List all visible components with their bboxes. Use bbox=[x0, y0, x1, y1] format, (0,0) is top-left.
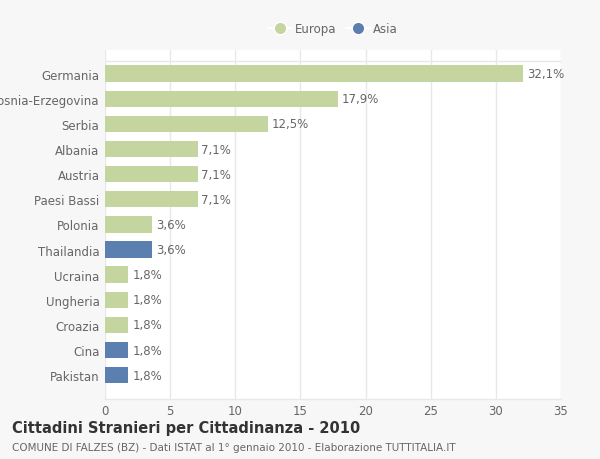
Bar bbox=[105, 367, 128, 383]
Bar bbox=[105, 317, 128, 333]
Text: 3,6%: 3,6% bbox=[156, 218, 185, 231]
Text: 1,8%: 1,8% bbox=[133, 294, 162, 307]
Text: 1,8%: 1,8% bbox=[133, 369, 162, 382]
Bar bbox=[105, 67, 523, 83]
Text: 12,5%: 12,5% bbox=[272, 118, 309, 131]
Text: COMUNE DI FALZES (BZ) - Dati ISTAT al 1° gennaio 2010 - Elaborazione TUTTITALIA.: COMUNE DI FALZES (BZ) - Dati ISTAT al 1°… bbox=[12, 442, 455, 452]
Text: 32,1%: 32,1% bbox=[527, 68, 565, 81]
Bar bbox=[105, 242, 152, 258]
Legend: Europa, Asia: Europa, Asia bbox=[263, 19, 403, 41]
Bar bbox=[105, 141, 197, 158]
Text: 7,1%: 7,1% bbox=[202, 168, 231, 181]
Bar bbox=[105, 267, 128, 283]
Text: 7,1%: 7,1% bbox=[202, 193, 231, 207]
Text: Cittadini Stranieri per Cittadinanza - 2010: Cittadini Stranieri per Cittadinanza - 2… bbox=[12, 420, 360, 435]
Bar bbox=[105, 91, 338, 108]
Bar bbox=[105, 192, 197, 208]
Text: 1,8%: 1,8% bbox=[133, 269, 162, 281]
Bar bbox=[105, 167, 197, 183]
Text: 1,8%: 1,8% bbox=[133, 319, 162, 332]
Text: 1,8%: 1,8% bbox=[133, 344, 162, 357]
Bar bbox=[105, 342, 128, 358]
Text: 3,6%: 3,6% bbox=[156, 243, 185, 257]
Bar bbox=[105, 217, 152, 233]
Bar bbox=[105, 292, 128, 308]
Bar bbox=[105, 117, 268, 133]
Text: 7,1%: 7,1% bbox=[202, 143, 231, 156]
Text: 17,9%: 17,9% bbox=[342, 93, 379, 106]
